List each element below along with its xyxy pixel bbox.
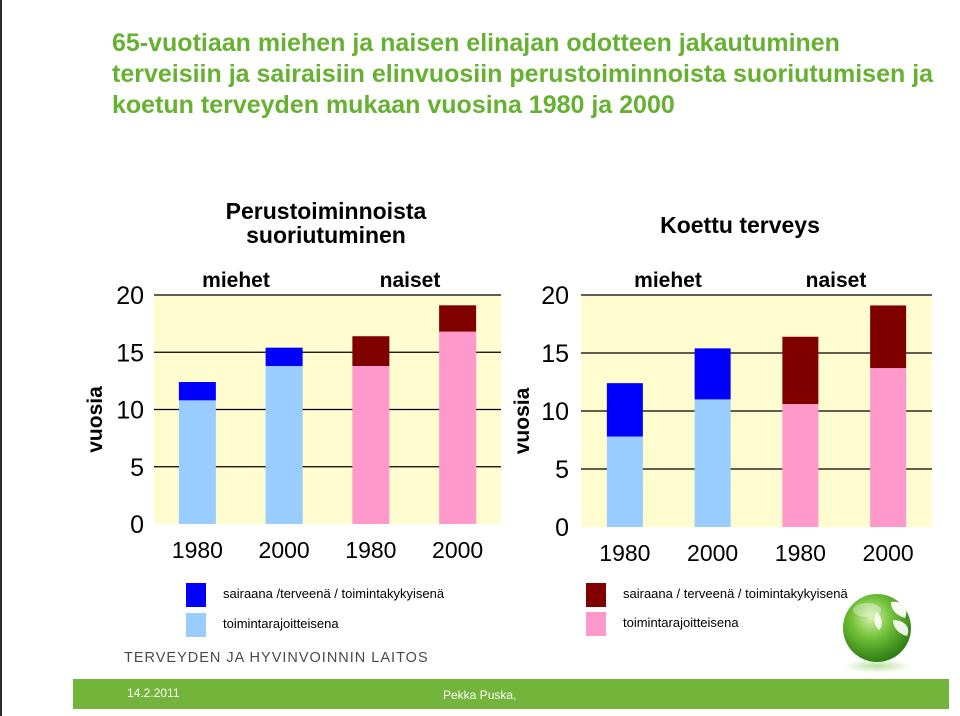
y-tick-label: 0	[555, 514, 569, 542]
chart-1-title-line-1: Perustoiminnoista	[225, 198, 427, 224]
bar-upper-segment-2	[782, 336, 819, 405]
chart-1-title-line-2: suoriutuminen	[246, 222, 406, 248]
x-tick-label: 2000	[863, 540, 914, 566]
chart-perustoiminnot: 0 5 10 15 20 vuosia miehet naiset 1980 2000 1980 20…	[84, 269, 501, 563]
bar-toimintarajoitteis-3	[439, 331, 477, 524]
legend-1-swatch-limited	[186, 613, 206, 637]
y-tick-label: 5	[130, 454, 144, 482]
chart-koettu-terveys: 0 5 10 15 20 vuosia miehet naiset 1980 2000 1980 20…	[511, 269, 932, 566]
chart-2-title: Koettu terveys	[620, 213, 860, 237]
bar-upper-segment-1	[694, 348, 731, 400]
bar-upper-segment-0	[606, 383, 643, 437]
legend-2-swatch-ill	[586, 583, 606, 607]
y-axis-label: vuosia	[511, 387, 534, 454]
footer-date: 14.2.2011	[127, 686, 180, 700]
slide-title: 65-vuotiaan miehen ja naisen elinajan od…	[112, 29, 934, 119]
group-label-miehet: miehet	[202, 269, 270, 292]
y-tick-label: 10	[541, 398, 569, 426]
slide-left-border	[0, 0, 2, 716]
x-tick-label: 2000	[432, 537, 483, 563]
y-tick-label: 15	[541, 340, 569, 368]
footer-bar: 14.2.2011 Pekka Puska,	[73, 679, 949, 709]
bar-toimintarajoitteis-2	[782, 404, 819, 527]
group-label-miehet: miehet	[634, 269, 702, 292]
bar-upper-segment-3	[870, 305, 907, 369]
y-axis-label: vuosia	[84, 386, 107, 453]
bar-toimintarajoitteis-0	[606, 436, 643, 527]
group-label-naiset: naiset	[806, 269, 867, 292]
y-tick-label: 5	[555, 456, 569, 484]
x-tick-label: 1980	[345, 537, 396, 563]
y-tick-label: 0	[130, 511, 144, 539]
bar-toimintarajoitteis-0	[178, 400, 216, 524]
thl-logo-icon	[843, 594, 911, 673]
x-tick-label: 1980	[775, 540, 826, 566]
footer-author: Pekka Puska,	[443, 688, 517, 702]
bar-upper-segment-2	[352, 336, 390, 366]
x-tick-label: 2000	[259, 537, 310, 563]
legend-2-label-limited: toimintarajoitteisena	[623, 615, 739, 630]
chart-1-title: Perustoiminnoista suoriutuminen	[196, 199, 456, 247]
group-label-naiset: naiset	[380, 269, 441, 292]
organization-name: TERVEYDEN JA HYVINVOINNIN LAITOS	[124, 650, 429, 666]
bar-upper-segment-0	[178, 382, 216, 401]
legend-1-label-limited: toimintarajoitteisena	[223, 616, 339, 631]
bar-toimintarajoitteis-1	[265, 365, 303, 524]
bar-toimintarajoitteis-1	[694, 399, 731, 527]
y-tick-label: 20	[541, 282, 569, 310]
bar-upper-segment-3	[439, 305, 477, 332]
legend-1-label-ill: sairaana /terveenä / toimintakykyisenä	[223, 586, 445, 601]
y-tick-label: 10	[116, 397, 144, 425]
chart-2-title-line-1: Koettu terveys	[660, 212, 820, 238]
legend-1-swatch-ill	[186, 583, 206, 607]
y-tick-label: 20	[116, 282, 144, 310]
bar-upper-segment-1	[265, 347, 303, 366]
x-tick-label: 1980	[172, 537, 223, 563]
bar-toimintarajoitteis-3	[870, 368, 907, 527]
bar-toimintarajoitteis-2	[352, 365, 390, 524]
y-tick-label: 15	[116, 339, 144, 367]
legend-2-label-ill: sairaana / terveenä / toimintakykyisenä	[623, 586, 848, 601]
x-tick-label: 1980	[599, 540, 650, 566]
legend-2-swatch-limited	[586, 612, 606, 636]
x-tick-label: 2000	[687, 540, 738, 566]
